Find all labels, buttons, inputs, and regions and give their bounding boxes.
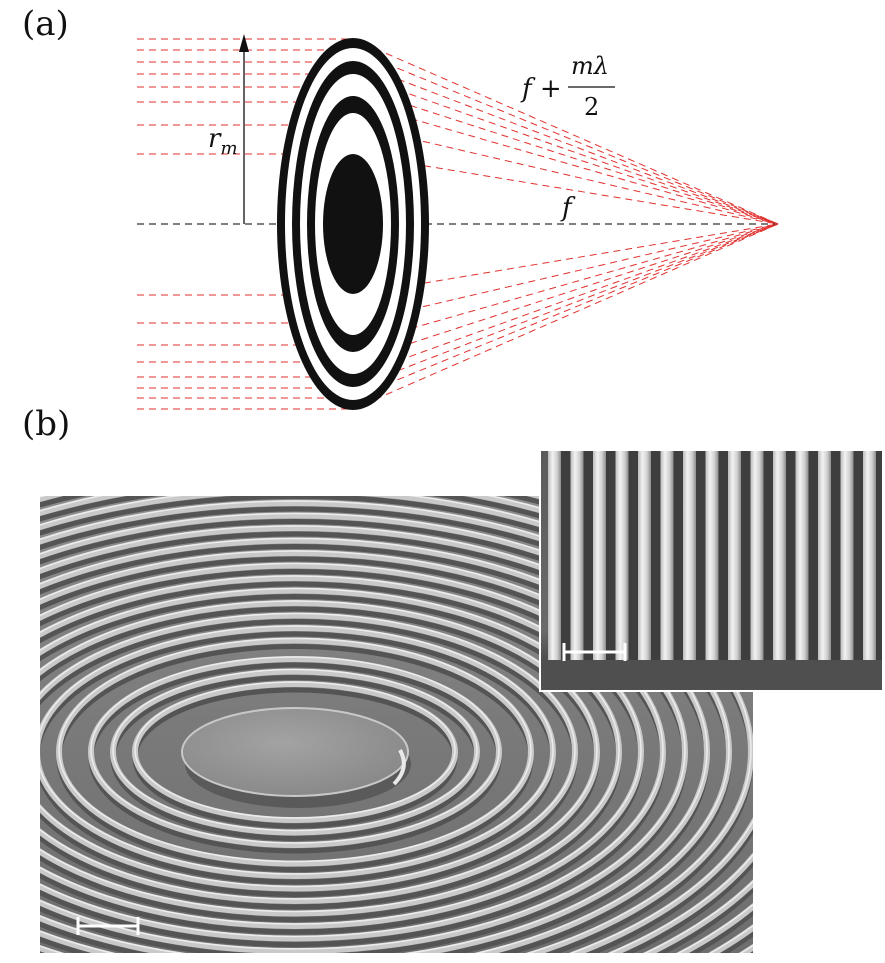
- grating-fin: [615, 451, 629, 663]
- grating-fin: [750, 451, 764, 663]
- diffracted-ray: [352, 61, 779, 225]
- inset-micrograph: [541, 451, 882, 690]
- diffracted-ray: [352, 223, 779, 363]
- grating-fin: [570, 451, 584, 663]
- grating-gap: [831, 451, 841, 663]
- grating-fin: [818, 451, 831, 663]
- sem-ring-shadow: [40, 506, 753, 953]
- grating-gap: [786, 451, 796, 663]
- center-disc: [181, 707, 409, 797]
- grating-fin: [683, 451, 696, 663]
- grating-gap: [718, 451, 728, 663]
- diffracted-ray: [352, 101, 779, 225]
- diffracted-ray: [352, 223, 779, 346]
- grating-gap: [673, 451, 683, 663]
- path-length-numerator: mλ: [571, 52, 609, 80]
- diffracted-ray: [352, 223, 779, 324]
- path-length-denominator: 2: [584, 93, 599, 121]
- grating-gap: [561, 451, 571, 663]
- grating-gap: [696, 451, 706, 663]
- focal-length-label: f: [560, 193, 576, 223]
- path-length-prefix: f +: [520, 74, 562, 104]
- grating-fin: [773, 451, 786, 663]
- diffracted-ray: [352, 86, 779, 225]
- sem-ring-highlight: [40, 600, 598, 900]
- panel-label-a: (a): [22, 4, 69, 44]
- sem-ring-highlight: [40, 525, 730, 953]
- sem-ring-highlight: [40, 537, 708, 953]
- grating-gap: [808, 451, 818, 663]
- grating-fin: [728, 451, 741, 663]
- sem-ring-highlight: [40, 612, 576, 888]
- grating-gap: [853, 451, 863, 663]
- diffracted-ray: [352, 223, 779, 410]
- fresnel-zone-plate: [277, 38, 429, 410]
- grating-fin: [795, 451, 809, 663]
- grating-fin: [863, 451, 876, 663]
- grating-fin: [548, 451, 561, 663]
- radius-label: rm: [208, 124, 238, 159]
- diffracted-ray: [352, 73, 779, 225]
- sem-ring-highlight: [90, 656, 500, 844]
- sem-ring-highlight: [58, 637, 532, 863]
- grating-fin: [638, 451, 651, 663]
- grating-fin: [593, 451, 606, 663]
- sem-ring-highlight: [40, 575, 642, 925]
- grating-gap: [628, 451, 638, 663]
- diffracted-ray: [352, 124, 779, 225]
- sem-ring-highlight: [40, 512, 752, 953]
- radius-arrow-head: [239, 34, 249, 52]
- sem-ring-highlight: [40, 550, 686, 950]
- diffracted-ray: [352, 223, 779, 378]
- grating-fin: [840, 451, 854, 663]
- panel-label-b: (b): [22, 404, 71, 444]
- zone-center-disc: [323, 154, 383, 294]
- sem-ring-highlight: [40, 625, 554, 875]
- sem-ring-highlight: [134, 681, 456, 819]
- sem-ring-highlight: [40, 562, 664, 938]
- grating-gap: [763, 451, 773, 663]
- grating-gap: [651, 451, 661, 663]
- diffracted-ray: [352, 49, 779, 225]
- grating-fin: [660, 451, 674, 663]
- sem-ring-highlight: [40, 587, 620, 913]
- grating-fin: [705, 451, 719, 663]
- diffracted-ray: [352, 223, 779, 389]
- sem-ring: [40, 500, 753, 953]
- sem-ring-shadow: [40, 496, 753, 953]
- sem-ring-highlight: [112, 668, 478, 832]
- diffracted-ray: [352, 38, 779, 225]
- grating-gap: [583, 451, 593, 663]
- grating-gap: [876, 451, 882, 663]
- sem-ring-highlight: [40, 500, 753, 953]
- grating-gap: [741, 451, 751, 663]
- diffracted-ray: [352, 223, 779, 399]
- grating-gap: [606, 451, 616, 663]
